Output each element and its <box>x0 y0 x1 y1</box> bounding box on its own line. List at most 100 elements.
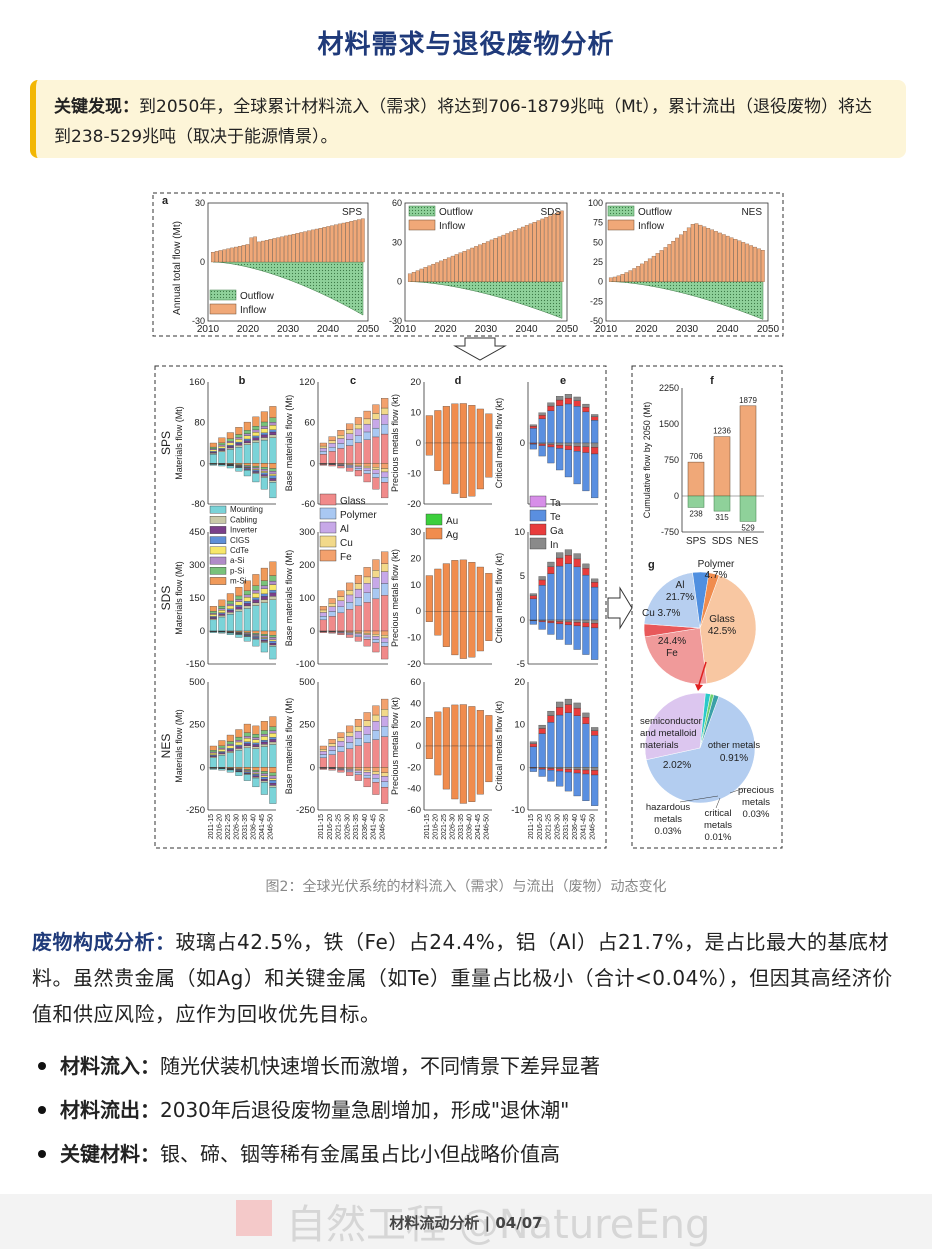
chart-bar-segment <box>381 463 388 468</box>
chart-bar-segment <box>364 726 371 734</box>
chart-bar-segment <box>583 724 590 768</box>
x-tick-label: 2010 <box>394 324 417 335</box>
chart-bar-segment <box>338 448 345 463</box>
inflow-bar <box>234 247 237 262</box>
chart-bar-segment <box>574 397 581 401</box>
chart-bar-segment <box>236 748 243 750</box>
chart-bar-segment <box>381 787 388 803</box>
chart-bar-segment <box>253 472 260 473</box>
legend-c-swatch <box>320 550 336 561</box>
y-tick-label: 10 <box>410 580 421 591</box>
chart-bar-segment <box>373 470 380 474</box>
chart-bar-segment <box>236 730 243 738</box>
chart-bar-segment <box>443 443 450 484</box>
y-tick-label: -20 <box>407 762 421 773</box>
chart-bar-segment <box>530 596 537 599</box>
chart-bar-segment <box>210 614 217 616</box>
chart-bar-segment <box>219 769 226 770</box>
chart-bar-segment <box>270 481 277 483</box>
chart-bar-segment <box>227 741 234 744</box>
chart-bar-segment <box>219 609 226 611</box>
inflow-bar <box>420 269 423 282</box>
inflow-bar <box>467 250 470 282</box>
chart-bar-segment <box>261 467 268 469</box>
axis-label: Precious metals flow (kt) <box>390 697 400 795</box>
chart-bar-segment <box>338 443 345 448</box>
chart-bar-segment <box>355 468 362 470</box>
inflow-bar <box>621 274 624 281</box>
chart-bar-segment <box>381 472 388 477</box>
legend-d-swatch <box>426 514 442 525</box>
chart-bar-segment <box>329 607 336 612</box>
chart-bar-segment <box>373 721 380 730</box>
axis-label: Base materials flow (Mt) <box>284 698 294 795</box>
chart-bar-segment <box>244 733 251 736</box>
chart-bar-segment <box>373 740 380 768</box>
chart-bar-segment <box>244 439 251 441</box>
inflow-bar <box>211 252 214 262</box>
pie-label: hazardous <box>646 802 691 813</box>
inflow-bar <box>629 271 632 282</box>
chart-bar-segment <box>227 753 234 768</box>
chart-bar-segment <box>556 624 563 640</box>
inflow-bar <box>478 245 481 282</box>
chart-bar-segment <box>210 611 217 613</box>
chart-bar-segment <box>355 731 362 738</box>
y-tick-label: 30 <box>410 527 421 538</box>
x-tick-label: SPS <box>686 536 706 547</box>
chart-bar-segment <box>583 770 590 774</box>
chart-bar-segment <box>460 746 467 803</box>
inflow-bar <box>529 224 532 282</box>
y-tick-label: 75 <box>593 218 603 228</box>
inflow-bar <box>541 219 544 282</box>
y-tick-label: 0 <box>310 762 315 773</box>
legend-d-entry: Au <box>446 516 458 527</box>
chart-bar-segment <box>210 606 217 611</box>
inflow-bar <box>230 248 233 262</box>
panel-letter: d <box>455 375 462 387</box>
pie-label: 42.5% <box>708 626 736 637</box>
chart-bar-segment <box>355 417 362 424</box>
chart-bar-segment <box>373 437 380 463</box>
chart-bar-segment <box>338 633 345 635</box>
chart-bar-segment <box>574 770 581 773</box>
chart-bar-segment <box>270 581 277 584</box>
chart-bar-segment <box>320 758 327 768</box>
chart-bar-segment <box>219 617 226 631</box>
chart-bar-segment <box>381 638 388 642</box>
chart-bar-segment <box>270 779 277 781</box>
chart-bar-segment <box>373 634 380 636</box>
scenario-label: NES <box>741 207 762 218</box>
inflow-bar <box>486 242 489 282</box>
y-tick-label: 100 <box>299 593 315 604</box>
chart-bar-segment <box>210 613 217 614</box>
chart-bar-segment <box>346 440 353 446</box>
chart-bar-segment <box>261 776 268 777</box>
legend-inflow-swatch <box>608 220 634 230</box>
chart-bar-segment <box>244 468 251 469</box>
chart-bar-segment <box>253 468 260 469</box>
y-tick-label: -10 <box>511 805 525 816</box>
y-tick-label: 60 <box>392 198 402 208</box>
chart-bar-segment <box>236 599 243 601</box>
chart-bar-segment <box>329 451 336 463</box>
chart-bar-segment <box>565 398 572 404</box>
key-finding-callout: 关键发现：到2050年，全球累计材料流入（需求）将达到706-1879兆吨（Mt… <box>30 80 906 158</box>
chart-bar-segment <box>364 631 371 633</box>
chart-bar-segment <box>270 739 277 742</box>
chart-bar-segment <box>210 750 217 752</box>
pie-label: 21.7% <box>666 592 694 603</box>
chart-bar-segment <box>548 722 555 767</box>
inflow-bar <box>494 238 497 281</box>
arrow-head-icon <box>695 684 703 691</box>
chart-bar-segment <box>381 572 388 584</box>
inflow-bar <box>257 242 260 262</box>
chart-bar-segment <box>244 422 251 430</box>
axis-label: Materials flow (Mt) <box>174 709 184 783</box>
chart-bar-segment <box>338 597 345 601</box>
pie-label: 0.03% <box>743 809 770 820</box>
bullet-icon <box>38 1062 46 1070</box>
chart-bar-segment <box>219 443 226 445</box>
chart-bar-segment <box>236 611 243 631</box>
chart-bar-segment <box>320 755 327 758</box>
